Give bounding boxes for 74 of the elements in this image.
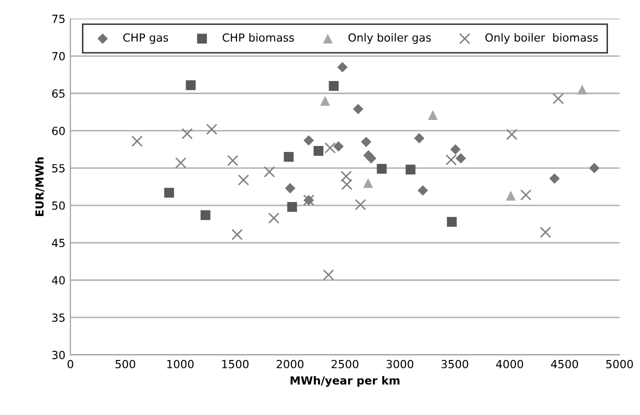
point bbox=[450, 144, 461, 155]
y-tick-label: 35 bbox=[52, 313, 65, 322]
point bbox=[314, 146, 324, 156]
y-tick-label: 75 bbox=[52, 14, 65, 24]
point bbox=[164, 188, 174, 198]
point bbox=[182, 128, 193, 140]
y-tick-label: 70 bbox=[52, 52, 65, 60]
point bbox=[284, 183, 296, 194]
point bbox=[506, 128, 518, 140]
point bbox=[520, 189, 532, 201]
point bbox=[577, 84, 588, 95]
point bbox=[227, 155, 238, 166]
point bbox=[363, 178, 374, 188]
point bbox=[175, 157, 186, 168]
point bbox=[589, 162, 600, 174]
point bbox=[322, 269, 334, 280]
point bbox=[360, 136, 372, 148]
x-tick-label: 2000 bbox=[276, 360, 304, 368]
x-axis-title: MWh/year per km bbox=[290, 376, 400, 387]
x-tick-label: 500 bbox=[116, 360, 136, 368]
x-tick-label: 2500 bbox=[332, 360, 358, 368]
x-tick-label: 0 bbox=[68, 360, 74, 368]
point bbox=[540, 226, 552, 238]
point bbox=[268, 212, 280, 224]
y-tick-label: 45 bbox=[52, 238, 65, 248]
x-tick-label: 4500 bbox=[551, 360, 578, 368]
point bbox=[200, 210, 210, 220]
point bbox=[206, 124, 218, 135]
y-tick-label: 55 bbox=[52, 164, 65, 172]
y-axis-title: EUR/MWh bbox=[35, 157, 45, 216]
x-tick-label: 5000 bbox=[606, 360, 633, 368]
point bbox=[366, 153, 376, 164]
point bbox=[341, 178, 352, 190]
point bbox=[304, 135, 314, 146]
point bbox=[131, 136, 143, 147]
point bbox=[324, 142, 336, 154]
x-tick-label: 3500 bbox=[441, 360, 468, 368]
point bbox=[186, 80, 196, 90]
point bbox=[456, 153, 466, 164]
x-tick-label: 1500 bbox=[222, 360, 249, 368]
legend-label: CHP biomass bbox=[222, 33, 294, 42]
point bbox=[354, 199, 366, 210]
point bbox=[414, 133, 424, 144]
point bbox=[352, 104, 364, 114]
legend-label: CHP gas bbox=[123, 33, 168, 44]
x-tick-label: 3000 bbox=[386, 360, 414, 368]
point bbox=[284, 152, 294, 162]
y-tick-label: 50 bbox=[52, 201, 65, 210]
legend-label: Only boiler gas bbox=[348, 33, 431, 44]
point bbox=[320, 96, 330, 106]
legend-label: Only boiler biomass bbox=[485, 33, 598, 44]
y-tick-label: 40 bbox=[52, 276, 65, 285]
point bbox=[506, 190, 516, 201]
point bbox=[446, 154, 457, 166]
point bbox=[552, 93, 564, 104]
point bbox=[549, 173, 560, 184]
y-tick-label: 30 bbox=[52, 350, 65, 360]
point bbox=[376, 164, 387, 174]
point bbox=[328, 80, 339, 91]
point bbox=[418, 185, 428, 196]
point bbox=[264, 166, 276, 178]
point bbox=[340, 170, 352, 182]
point bbox=[287, 202, 298, 212]
x-tick-label: 1000 bbox=[167, 360, 194, 368]
point bbox=[446, 216, 457, 227]
point bbox=[232, 228, 243, 240]
y-tick-label: 65 bbox=[52, 89, 65, 98]
point bbox=[238, 174, 250, 186]
point bbox=[337, 62, 348, 72]
y-tick-label: 60 bbox=[52, 126, 65, 136]
x-tick-label: 4000 bbox=[496, 360, 524, 368]
point bbox=[406, 164, 416, 174]
point bbox=[428, 110, 438, 120]
point bbox=[333, 141, 344, 152]
